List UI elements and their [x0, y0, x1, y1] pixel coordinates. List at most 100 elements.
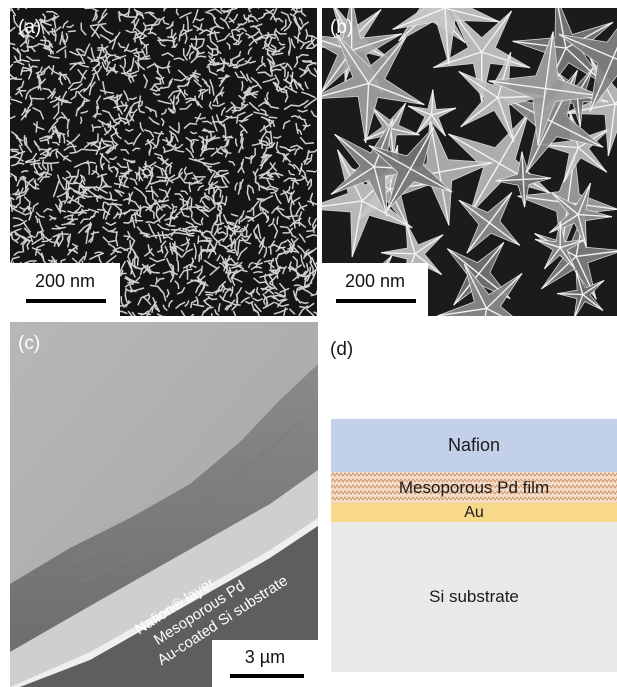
dendrite-ridge: [488, 192, 513, 224]
panel-a-scale-box: 200 nm: [10, 263, 120, 316]
dendrite-ridge: [574, 294, 584, 316]
panel-b-scale-box: 200 nm: [322, 263, 428, 316]
dendrite-ridge: [523, 177, 552, 181]
dendrite-ridge: [521, 151, 524, 180]
dendrite-ridge: [404, 221, 416, 254]
dendrite-ridge: [368, 144, 411, 170]
dendrite-ridge: [563, 103, 616, 115]
dendrite-star: [322, 8, 403, 94]
dendrite-ridge: [335, 33, 370, 84]
dendrite-ridge: [466, 222, 490, 254]
dendrite-ridge: [551, 192, 579, 216]
dendrite-ridge: [373, 166, 388, 217]
dendrite-ridge: [495, 178, 524, 182]
dendrite-ridge: [488, 222, 521, 246]
dendrite-ridge: [415, 114, 433, 136]
dendrite-ridge: [578, 213, 612, 218]
dendrite-ridge: [322, 82, 369, 97]
dendrite-ridge: [575, 269, 584, 295]
dendrite-ridge: [322, 200, 363, 208]
dendrite-ridge: [439, 161, 493, 173]
dendrite-ridge: [433, 51, 482, 69]
dendrite-ridge: [469, 163, 500, 215]
au-layer-label: Au: [464, 503, 484, 521]
dendrite-ridge: [582, 279, 605, 296]
dendrite-ridge: [589, 57, 614, 112]
dendrite-ridge: [448, 133, 500, 165]
panel-b-scale-bar: [336, 299, 416, 303]
dendrite-ridge: [481, 10, 513, 53]
dendrite-ridge: [478, 241, 505, 275]
dendrite-ridge: [444, 8, 450, 65]
panel-c-scale-bar: [230, 674, 304, 678]
dendrite-ridge: [460, 97, 499, 128]
dendrite-ridge: [381, 252, 416, 255]
dendrite-ridge: [373, 118, 394, 168]
dendrite-ridge: [512, 40, 566, 49]
nafion-layer-label: Nafion: [447, 435, 501, 455]
pd-zigzag-pattern: [331, 472, 617, 503]
sem-texture-a: [10, 8, 317, 316]
dendrite-ridge: [334, 133, 375, 168]
panel-d-label: (d): [330, 339, 354, 360]
dendrite-ridge: [481, 51, 531, 69]
dendrite-ridge: [577, 214, 588, 248]
dendrite-ridge: [498, 112, 530, 164]
dendrite-ridge: [390, 127, 420, 136]
dendrite-ridge: [431, 114, 447, 137]
dendrite-ridge: [497, 52, 512, 98]
dendrite-ridge: [368, 82, 425, 106]
dendrite-ridge: [525, 121, 553, 174]
dendrite-ridge: [563, 147, 579, 183]
dendrite-ridge: [431, 89, 434, 115]
dendrite-ridge: [414, 253, 443, 276]
sem-texture-b: [322, 8, 617, 316]
dendrite-ridge: [577, 147, 608, 173]
dendrite-ridge: [486, 307, 503, 316]
dendrite-star: [557, 269, 605, 316]
dendrite-ridge: [330, 166, 375, 195]
dendrite-ridge: [407, 105, 432, 116]
dendrite-ridge: [458, 199, 490, 224]
dendrite-ridge: [607, 103, 616, 156]
dendrite-ridge: [577, 182, 592, 215]
dendrite-ridge: [438, 171, 450, 226]
dendrite-ridge: [368, 36, 407, 84]
dendrite-ridge: [551, 120, 604, 148]
dendrite-ridge: [429, 118, 440, 173]
dendrite-ridge: [351, 33, 403, 51]
dendrite-ridge: [486, 273, 523, 309]
dendrite-ridge: [444, 8, 500, 23]
dendrite-ridge: [576, 250, 617, 258]
au-layer: Au: [331, 503, 617, 522]
pd-layer-label: Mesoporous Pd film: [398, 477, 550, 497]
dendrite-ridge: [364, 83, 370, 143]
dendrite-ridge: [576, 95, 581, 127]
nafion-layer: Nafion: [331, 419, 617, 472]
dendrite-ridge: [577, 127, 611, 149]
panel-a-label: (a): [18, 17, 42, 38]
dendrite-ridge: [386, 168, 412, 211]
panel-c-label: (c): [18, 333, 41, 354]
dendrite-star: [322, 33, 425, 144]
panel-a-scale-bar: [26, 299, 106, 303]
dendrite-ridge: [497, 97, 515, 143]
dendrite-ridge: [446, 248, 480, 275]
panel-c-cross-section: (c) Nafion® layer Mesoporous Pd Au-coate…: [10, 322, 318, 687]
panel-a-sem-image: (a) 200 nm: [10, 8, 317, 316]
dendrite-ridge: [390, 102, 407, 129]
dendrite-ridge: [537, 88, 547, 146]
si-substrate-layer: Si substrate: [331, 522, 617, 672]
dendrite-ridge: [534, 238, 561, 249]
dendrite-ridge: [458, 70, 499, 99]
dendrite-ridge: [431, 107, 457, 116]
dendrite-ridge: [409, 126, 435, 170]
panel-b-scale-text: 200 nm: [344, 271, 406, 291]
pore-texture-path: [10, 8, 317, 316]
dendrite-ridge: [559, 247, 576, 270]
dendrite-ridge: [544, 31, 554, 89]
dendrite-ridge: [549, 214, 579, 234]
dendrite-star: [437, 263, 523, 316]
mesoporous-pd-layer: Mesoporous Pd film: [331, 472, 617, 503]
panel-c-scale-box: 3 µm: [212, 640, 318, 687]
